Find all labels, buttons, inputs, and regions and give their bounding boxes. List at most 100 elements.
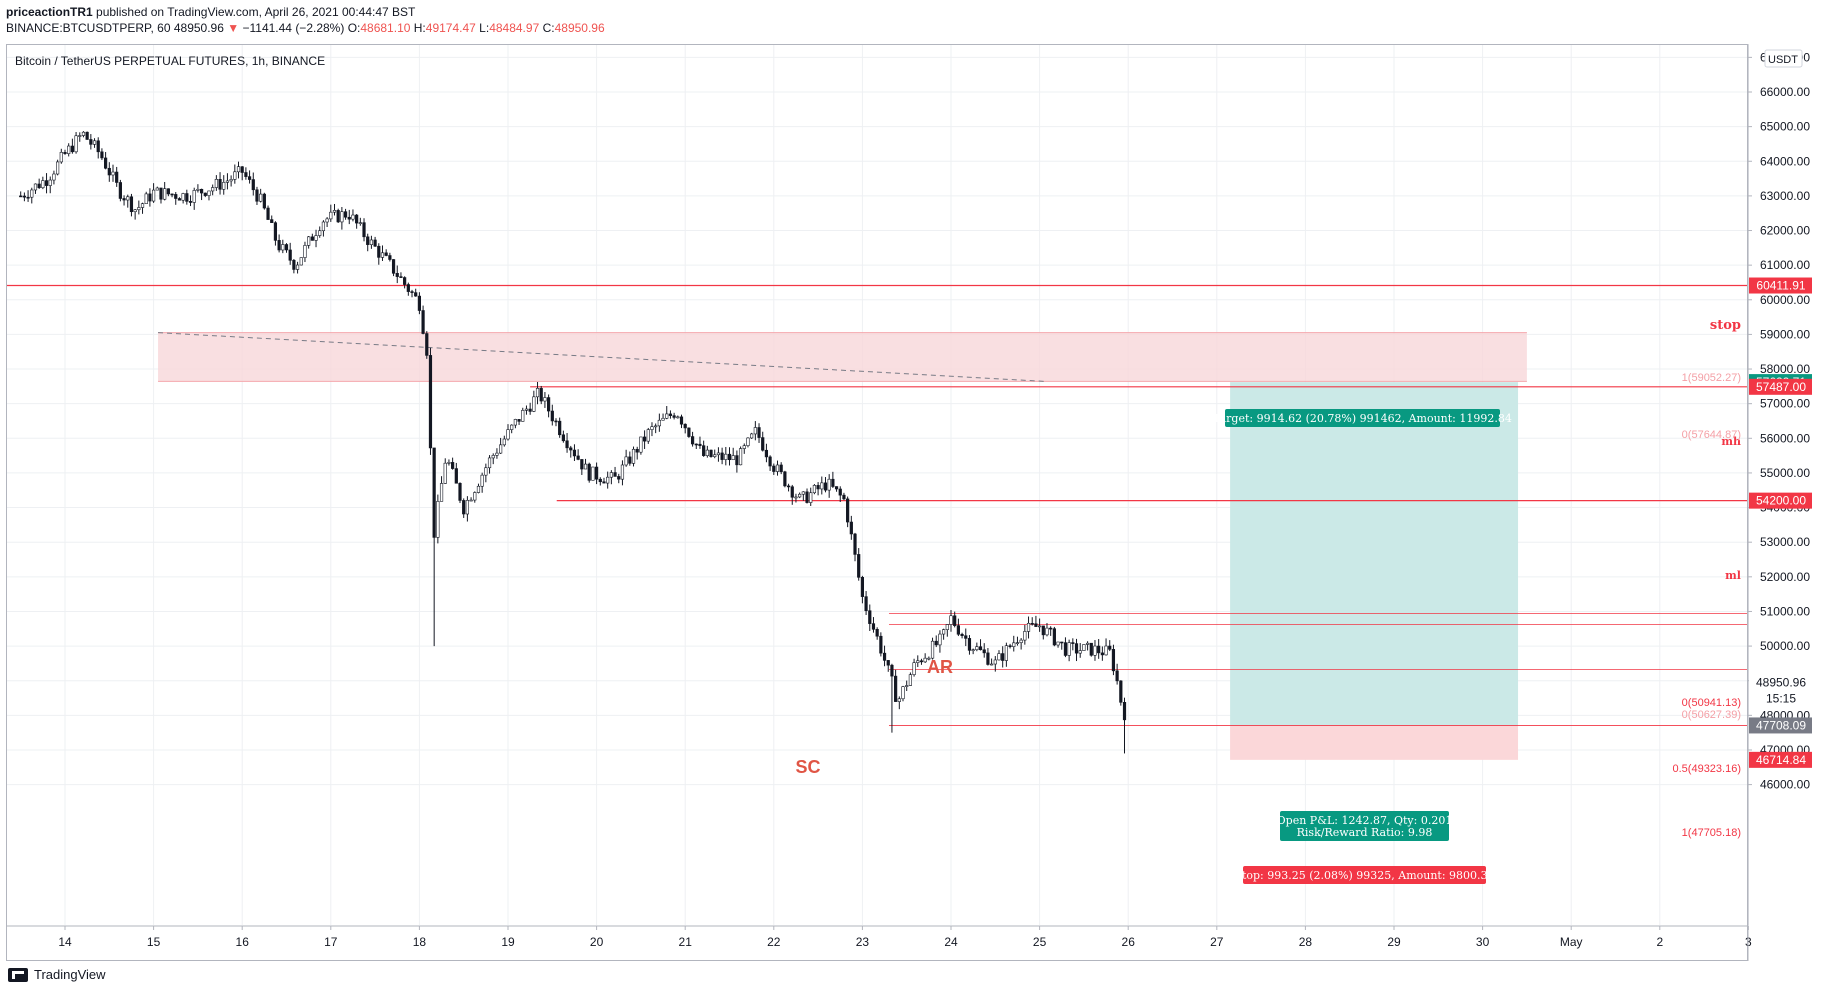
fib-label-top-1: 1(59052.27) xyxy=(1682,372,1741,384)
candle xyxy=(247,170,252,184)
candle xyxy=(949,610,953,632)
candle xyxy=(70,138,74,154)
candle xyxy=(295,261,300,274)
candle xyxy=(159,187,163,204)
candle xyxy=(750,432,754,439)
candle xyxy=(558,417,562,438)
candle-body xyxy=(724,453,728,460)
footer-brand[interactable]: TradingView xyxy=(34,967,106,982)
candle-body xyxy=(1004,645,1008,661)
candle-body xyxy=(864,596,868,612)
candle xyxy=(203,192,207,198)
candle xyxy=(986,648,990,666)
candle xyxy=(1063,637,1068,658)
candle xyxy=(731,447,735,461)
candle xyxy=(100,148,104,161)
candle xyxy=(890,663,894,733)
candle-body xyxy=(37,183,41,189)
candle xyxy=(89,134,93,150)
candle xyxy=(218,172,222,195)
candle xyxy=(838,486,842,503)
candle-body xyxy=(355,214,359,224)
candle-body xyxy=(517,419,521,422)
zones xyxy=(158,332,1527,760)
candle-body xyxy=(735,455,739,466)
price-tag-last-bg xyxy=(1749,674,1812,691)
candle xyxy=(144,191,148,204)
candle xyxy=(347,209,351,225)
candle xyxy=(447,459,451,466)
candle xyxy=(1060,641,1064,650)
candle xyxy=(373,236,377,247)
candle xyxy=(857,548,861,581)
candle-body xyxy=(532,396,536,412)
candle-body xyxy=(654,425,658,428)
candle-body xyxy=(451,462,455,469)
candle xyxy=(336,208,340,223)
price-tag-last-text: 48950.96 xyxy=(1756,675,1806,689)
candle-body xyxy=(369,239,374,245)
candle-body xyxy=(1041,625,1045,636)
candle-body xyxy=(170,193,174,196)
ar-label: AR xyxy=(927,657,953,677)
candle xyxy=(849,515,853,540)
candle-body xyxy=(214,179,218,188)
candle-body xyxy=(1052,628,1056,646)
candle xyxy=(74,132,78,154)
y-tick-label: 57000.00 xyxy=(1760,397,1810,411)
x-tick-label: 29 xyxy=(1387,935,1401,949)
x-tick-label: 21 xyxy=(679,935,693,949)
candle-body xyxy=(329,211,333,220)
author-name[interactable]: priceactionTR1 xyxy=(6,5,93,19)
candle xyxy=(469,497,473,502)
candle-body xyxy=(716,452,721,456)
publish-info: published on TradingView.com, April 26, … xyxy=(92,5,416,19)
candle-body xyxy=(661,417,665,421)
x-tick-label: 25 xyxy=(1033,935,1047,949)
candle xyxy=(343,208,348,220)
symbol-interval: BINANCE:BTCUSDTPERP, 60 xyxy=(6,21,171,35)
candle-body xyxy=(1085,642,1090,645)
candle-body xyxy=(934,640,938,646)
candle-body xyxy=(148,193,152,202)
candle-body xyxy=(44,180,49,186)
candle xyxy=(1004,642,1008,667)
candle-body xyxy=(1026,623,1031,632)
candle-body xyxy=(244,172,248,177)
candle xyxy=(314,229,318,248)
candle xyxy=(565,433,569,453)
candle-body xyxy=(1104,645,1108,656)
candle xyxy=(713,449,717,459)
candle xyxy=(502,435,506,447)
candle xyxy=(967,635,972,655)
candle xyxy=(484,463,488,483)
candle-body xyxy=(343,211,348,218)
candle-body xyxy=(698,443,702,446)
candle-body xyxy=(299,257,303,266)
candle xyxy=(111,164,115,182)
candle-body xyxy=(159,187,163,200)
candle-body xyxy=(1074,643,1079,654)
candle xyxy=(211,184,215,196)
currency-badge[interactable]: USDT xyxy=(1764,49,1803,68)
candle-body xyxy=(930,640,935,659)
candle-body xyxy=(473,492,477,501)
candle xyxy=(152,183,156,203)
x-tick-label: 19 xyxy=(501,935,515,949)
candle-body xyxy=(225,180,230,183)
candle xyxy=(609,470,613,485)
x-tick-label: 17 xyxy=(324,935,338,949)
y-tick-label: 52000.00 xyxy=(1760,570,1810,584)
candle-body xyxy=(709,449,713,457)
candle xyxy=(369,235,374,249)
candle-body xyxy=(609,472,613,478)
candle-body xyxy=(528,408,532,412)
candle xyxy=(439,476,444,502)
candle xyxy=(738,446,743,466)
candle xyxy=(894,669,898,702)
candle-body xyxy=(886,660,890,666)
candle xyxy=(177,197,182,201)
candle xyxy=(236,161,241,179)
candle-body xyxy=(676,416,680,419)
